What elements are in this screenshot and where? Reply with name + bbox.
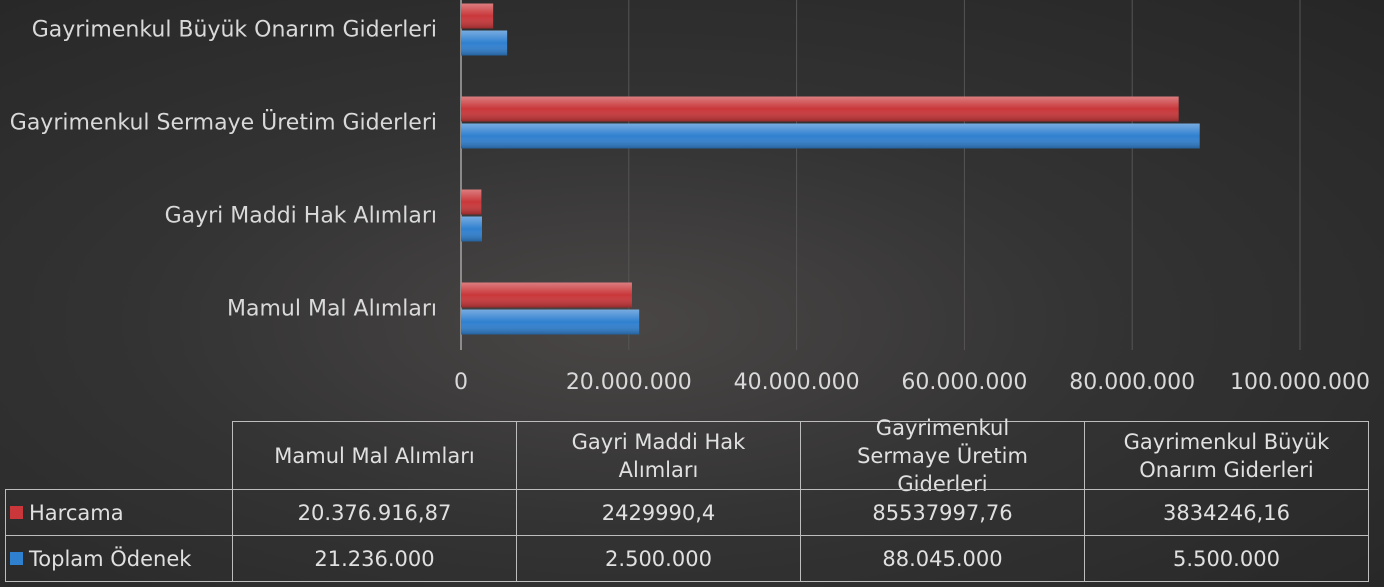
- table-cell: 88.045.000: [800, 535, 1085, 582]
- bar-shine: [461, 30, 508, 56]
- bar-shine: [461, 216, 482, 242]
- y-tick-label: Gayrimenkul Sermaye Üretim Giderleri: [10, 110, 437, 136]
- bar-shine: [461, 282, 632, 308]
- y-tick-label: Gayrimenkul Büyük Onarım Giderleri: [32, 18, 437, 43]
- bar-shine: [461, 189, 482, 215]
- table-cell: 20.376.916,87: [232, 489, 517, 536]
- x-tick-label: 20.000.000: [566, 370, 692, 395]
- legend-key: [10, 506, 23, 519]
- table-cell: 5.500.000: [1084, 535, 1369, 582]
- x-tick-label: 100.000.000: [1230, 370, 1370, 395]
- bar-shine: [461, 96, 1179, 122]
- legend-label: Toplam Ödenek: [29, 546, 192, 571]
- legend-label: Harcama: [29, 500, 124, 525]
- table-cell: 3834246,16: [1084, 489, 1369, 536]
- y-tick-label: Mamul Mal Alımları: [227, 297, 437, 322]
- table-cell: 21.236.000: [232, 535, 517, 582]
- y-tick-label: Gayri Maddi Hak Alımları: [165, 204, 437, 229]
- table-cell: 2429990,4: [516, 489, 801, 536]
- series-label: Toplam Ödenek: [5, 535, 233, 582]
- table-cell: 2.500.000: [516, 535, 801, 582]
- x-tick-label: 60.000.000: [901, 370, 1027, 395]
- legend-key: [10, 552, 23, 565]
- series-label: Harcama: [5, 489, 233, 536]
- table-header: Gayrimenkul Sermaye Üretim Giderleri: [800, 416, 1085, 496]
- bar-shine: [461, 123, 1200, 149]
- x-tick-label: 0: [454, 370, 468, 395]
- table-header: Mamul Mal Alımları: [232, 421, 517, 490]
- plot: 0 20.000.000 40.000.000 60.000.000 80.000.00…: [10, 0, 1370, 395]
- x-tick-label: 80.000.000: [1069, 370, 1195, 395]
- bar-shine: [461, 309, 640, 335]
- x-tick-label: 40.000.000: [734, 370, 860, 395]
- table-cell: 85537997,76: [800, 489, 1085, 536]
- table-header: Gayri Maddi Hak Alımları: [516, 421, 801, 490]
- bar-shine: [461, 3, 494, 29]
- table-header: Gayrimenkul Büyük Onarım Giderleri: [1084, 421, 1369, 490]
